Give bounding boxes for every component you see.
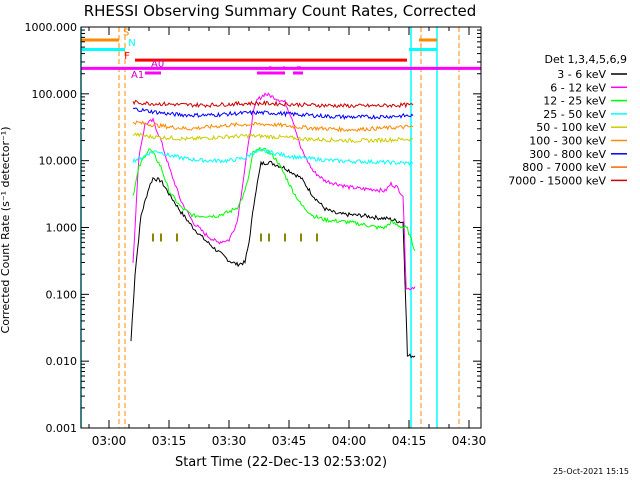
legend-entry-label: 7000 - 15000 keV <box>508 174 606 187</box>
y-tick-label: 0.001 <box>46 422 78 435</box>
y-axis-label: Corrected Count Rate (s⁻¹ detector⁻¹) <box>0 127 12 334</box>
legend-title: Det 1,3,4,5,6,9 <box>544 53 627 66</box>
x-tick-label: 03:00 <box>92 434 127 448</box>
y-tick-label: 0.010 <box>46 355 78 368</box>
x-tick-label: 03:30 <box>212 434 247 448</box>
x-tick-label: 04:30 <box>452 434 487 448</box>
annotation-label: A1 <box>131 70 144 81</box>
y-tick-label: 100.000 <box>32 88 78 101</box>
legend-entry-label: 300 - 800 keV <box>529 148 606 161</box>
annotation-label: A0 <box>151 59 164 70</box>
series-line-12-25keV <box>132 146 416 251</box>
x-axis-label: Start Time (22-Dec-13 02:53:02) <box>175 455 387 470</box>
annotation-label: S <box>123 27 129 38</box>
legend-entry-label: 25 - 50 keV <box>543 108 606 121</box>
legend-entry-label: 12 - 25 keV <box>543 95 606 108</box>
series-line-50-100keV <box>132 132 414 144</box>
x-tick-label: 03:15 <box>152 434 187 448</box>
chart-title: RHESSI Observing Summary Count Rates, Co… <box>84 2 477 20</box>
series-line-7000-15000keV <box>132 99 414 109</box>
legend-entry-label: 3 - 6 keV <box>557 68 606 81</box>
y-axis: 1000.000 100.000 10.000 1.000 0.100 0.010 0.00… <box>25 21 481 435</box>
y-tick-label: 1000.000 <box>25 21 78 34</box>
legend-entry-label: 100 - 300 keV <box>529 135 606 148</box>
legend-entry-label: 6 - 12 keV <box>550 81 606 94</box>
series-line-100-300keV <box>132 120 414 133</box>
x-tick-label: 04:15 <box>392 434 427 448</box>
y-tick-label: 0.100 <box>46 288 78 301</box>
series-line-6-12keV <box>132 92 416 291</box>
timestamp-text: 25-Oct-2021 15:15 <box>553 467 629 476</box>
x-axis: 03:00 03:15 03:30 03:45 04:00 04:15 04:30 <box>88 27 487 448</box>
y-tick-label: 10.000 <box>39 155 78 168</box>
x-tick-label: 03:45 <box>272 434 307 448</box>
series-line-3-6keV <box>130 160 416 359</box>
annotation-label: N <box>128 38 135 49</box>
series-line-25-50keV <box>132 148 414 167</box>
series-line-300-800keV <box>132 107 414 120</box>
legend-entry-label: 800 - 7000 keV <box>522 161 606 174</box>
annotation-label: F <box>124 51 130 62</box>
y-tick-label: 1.000 <box>46 222 78 235</box>
x-tick-label: 04:00 <box>332 434 367 448</box>
legend-entry-label: 50 - 100 keV <box>536 121 606 134</box>
